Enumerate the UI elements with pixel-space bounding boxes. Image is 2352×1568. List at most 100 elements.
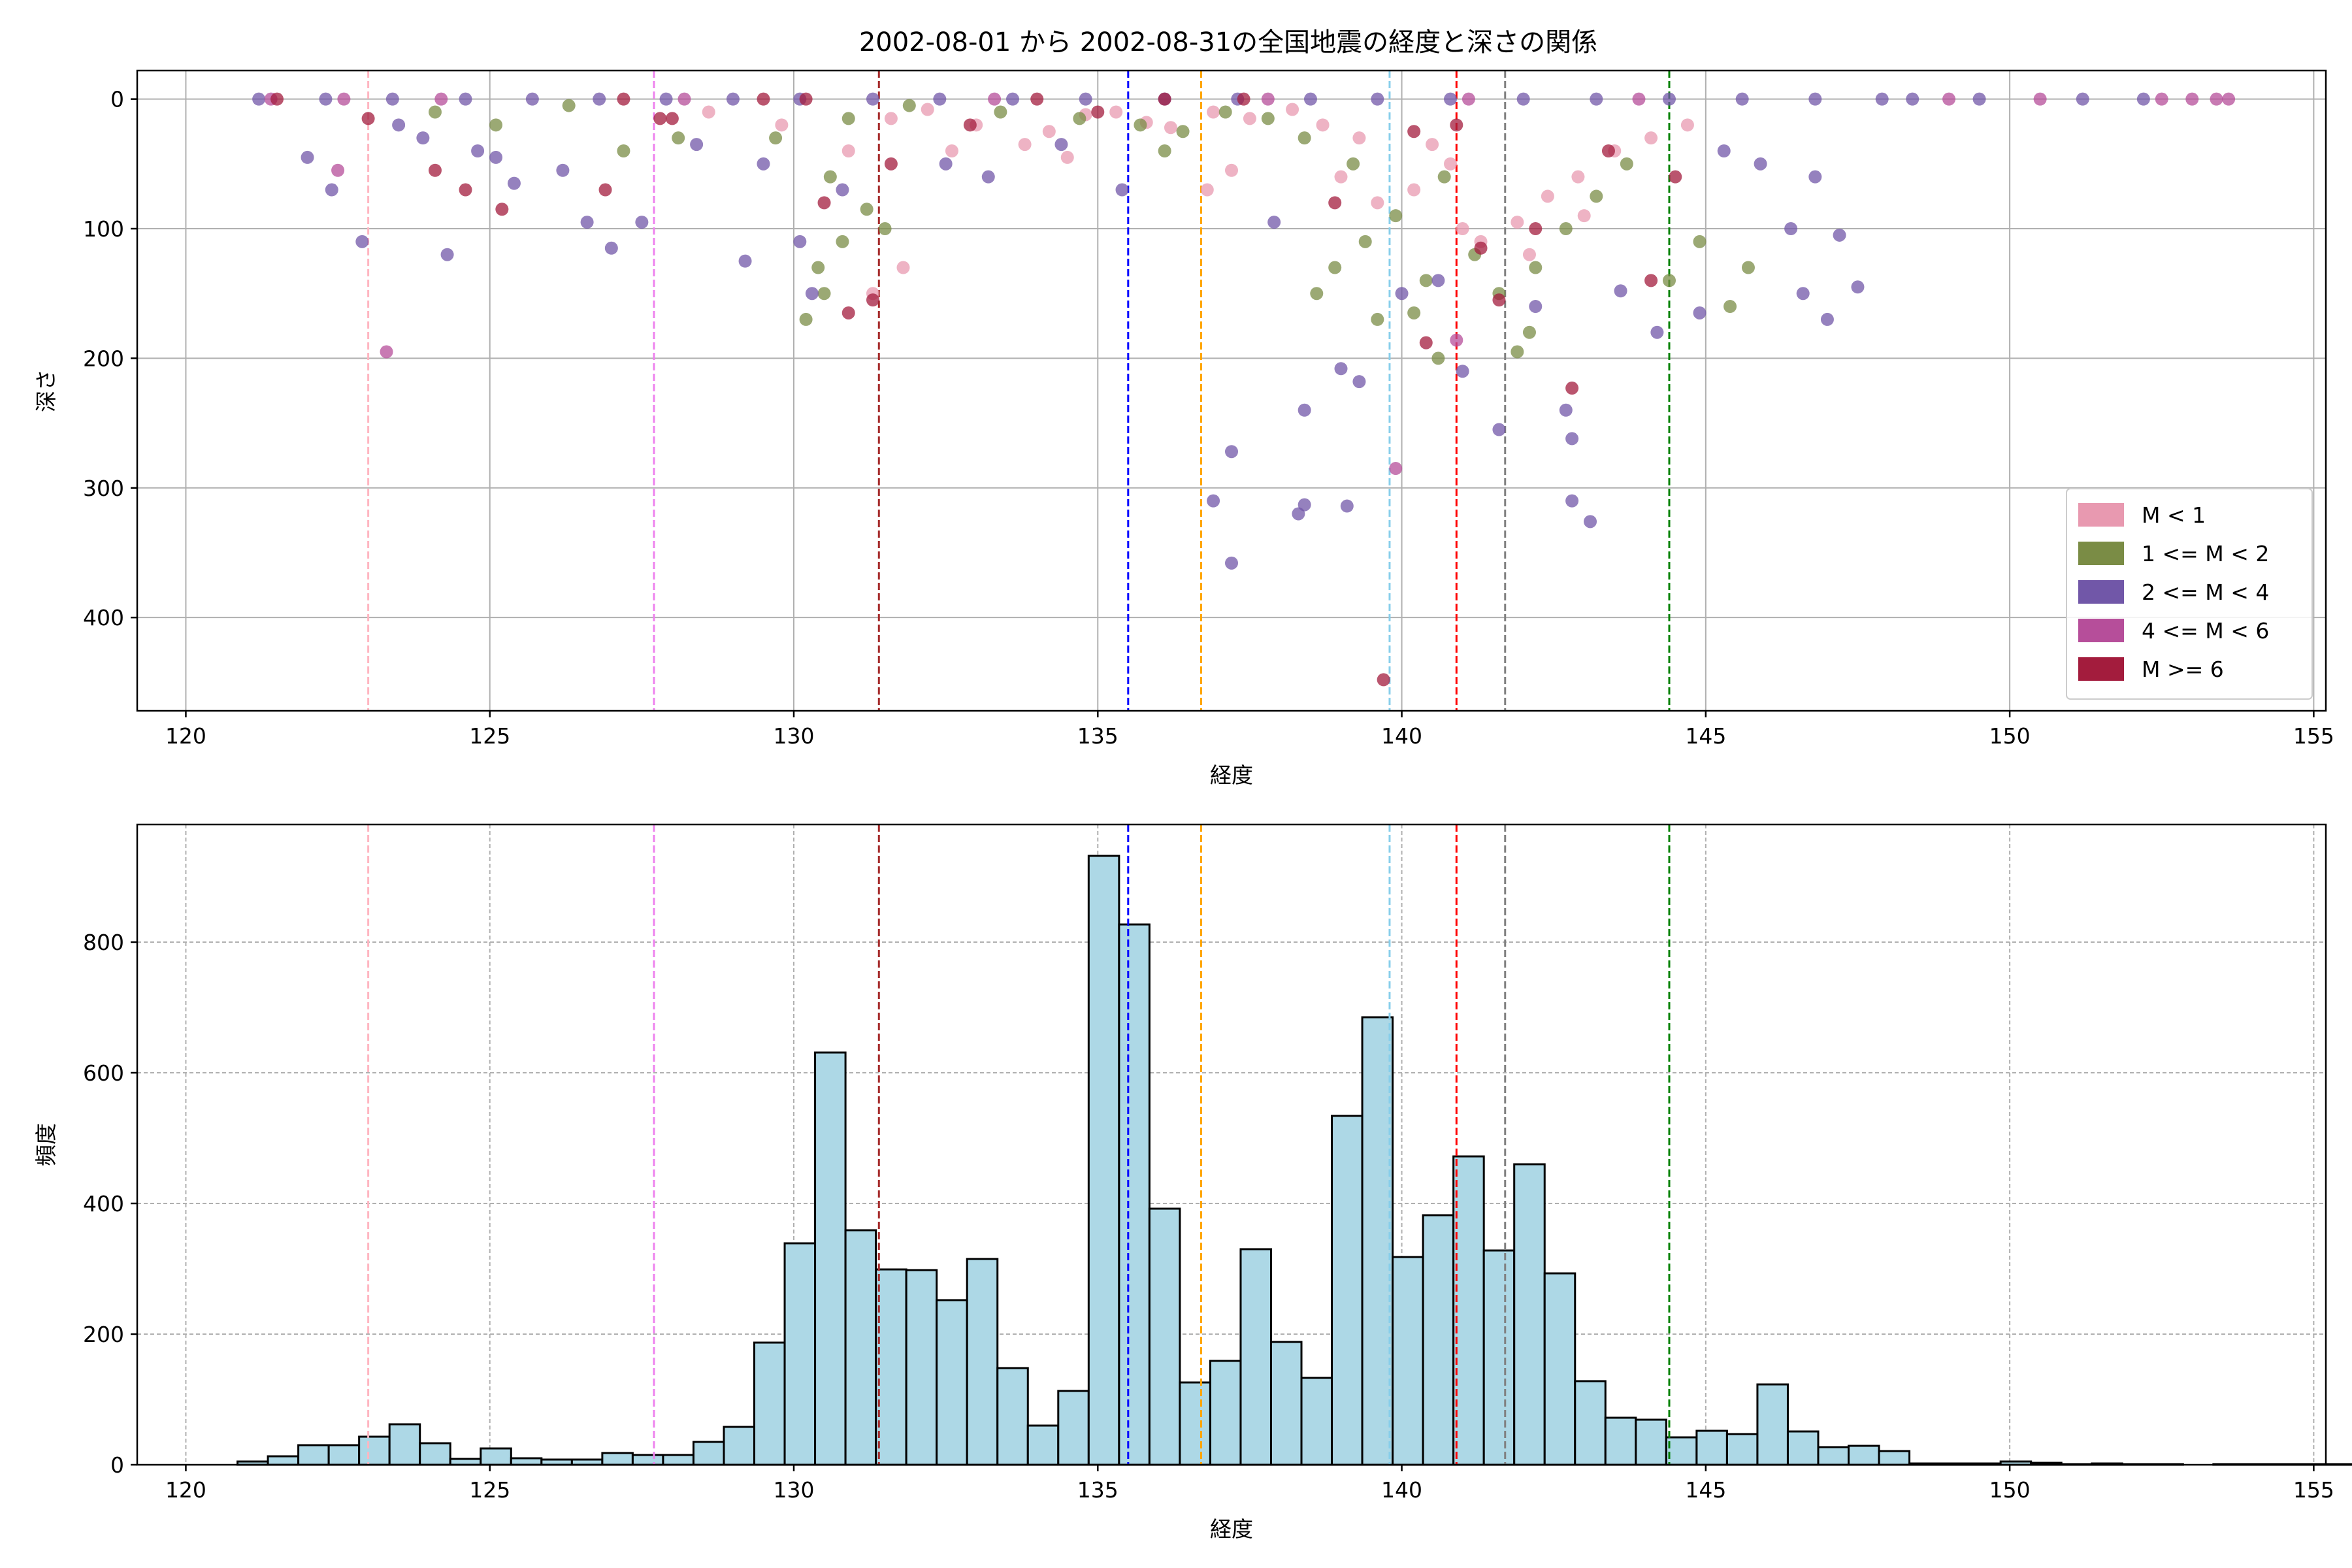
x-tick-label: 130	[774, 1477, 815, 1503]
y-tick-label: 0	[110, 87, 124, 112]
scatter-point	[1529, 261, 1543, 274]
scatter-point	[1851, 280, 1865, 294]
histogram-bar	[1574, 1380, 1607, 1466]
scatter-point	[860, 203, 874, 216]
scatter-point	[1389, 462, 1403, 476]
histogram-bar	[1513, 1163, 1546, 1466]
scatter-point	[1303, 92, 1317, 106]
scatter-point	[1395, 287, 1409, 301]
histogram-bar	[1361, 1016, 1394, 1466]
scatter-point	[1680, 118, 1694, 132]
scatter-point	[1808, 92, 1822, 106]
histogram-xlabel: 経度	[1210, 1516, 1253, 1542]
scatter-ticks: 120 125 130 135 140 145 150 155 0 100 200 300 400	[83, 87, 2334, 749]
scatter-point	[1225, 445, 1238, 459]
scatter-point	[301, 150, 314, 164]
scatter-point	[793, 235, 807, 248]
scatter-point	[489, 118, 503, 132]
scatter-point	[1298, 498, 1311, 512]
scatter-point	[617, 92, 630, 106]
scatter-point	[1158, 92, 1171, 106]
scatter-point	[841, 306, 855, 319]
histogram-bar	[1635, 1418, 1667, 1466]
scatter-point	[799, 312, 813, 326]
x-tick-label: 130	[774, 723, 815, 749]
histogram-bar	[388, 1423, 421, 1466]
scatter-xlabel: 経度	[1210, 762, 1253, 788]
scatter-point	[1450, 333, 1463, 347]
histogram-bar	[1848, 1445, 1880, 1466]
scatter-point	[1334, 170, 1348, 184]
scatter-point	[1444, 92, 1457, 106]
scatter-panel: 120 125 130 135 140 145 150 155 0 100 200 300 400 経度…	[33, 69, 2334, 788]
legend-swatch	[2078, 542, 2124, 565]
scatter-point	[1419, 274, 1433, 287]
scatter-point	[653, 112, 667, 125]
scatter-point	[1407, 306, 1421, 319]
scatter-point	[1450, 118, 1463, 132]
scatter-point	[988, 92, 1002, 106]
scatter-point	[1371, 92, 1384, 106]
scatter-point	[659, 92, 673, 106]
histogram-bar	[1756, 1383, 1789, 1466]
scatter-point	[1334, 362, 1348, 376]
scatter-point	[1352, 131, 1366, 145]
scatter-point	[635, 216, 649, 229]
scatter-point	[1620, 157, 1633, 171]
histogram-bar	[783, 1242, 817, 1466]
histogram-bar	[1665, 1436, 1698, 1466]
histogram-bar	[1087, 855, 1120, 1466]
scatter-point	[2222, 92, 2236, 106]
scatter-point	[1328, 196, 1342, 210]
legend: M < 1 1 <= M < 2 2 <= M < 4 4 <= M < 6 M >= …	[2066, 488, 2313, 700]
scatter-point	[1754, 157, 1767, 171]
scatter-point	[1820, 312, 1834, 326]
histogram-bar	[1786, 1430, 1820, 1466]
legend-box	[2066, 488, 2313, 700]
histogram-bar	[692, 1441, 725, 1466]
x-tick-label: 150	[1989, 1477, 2031, 1503]
scatter-point	[817, 287, 831, 301]
scatter-point	[1590, 189, 1603, 203]
scatter-point	[1650, 325, 1664, 339]
scatter-point	[811, 261, 825, 274]
y-tick-label: 200	[83, 1322, 124, 1347]
scatter-point	[1565, 494, 1579, 508]
scatter-point	[1717, 144, 1731, 157]
scatter-point	[836, 183, 849, 197]
x-tick-label: 155	[2293, 723, 2334, 749]
scatter-point	[593, 92, 606, 106]
histogram-bar	[936, 1299, 968, 1466]
scatter-point	[1261, 112, 1275, 125]
scatter-point	[319, 92, 333, 106]
histogram-bar	[905, 1269, 938, 1466]
scatter-point	[1073, 112, 1086, 125]
scatter-point	[416, 131, 430, 145]
scatter-point	[1109, 105, 1123, 119]
scatter-point	[1200, 183, 1214, 197]
scatter-point	[428, 163, 442, 177]
scatter-point	[2155, 92, 2168, 106]
scatter-point	[1054, 138, 1068, 152]
scatter-point	[604, 241, 618, 255]
scatter-point	[556, 163, 570, 177]
scatter-point	[1972, 92, 1986, 106]
histogram-bar	[1695, 1429, 1728, 1466]
scatter-point	[757, 92, 770, 106]
histogram-bar	[723, 1426, 756, 1466]
scatter-point	[1018, 138, 1032, 152]
scatter-point	[1735, 92, 1749, 106]
scatter-point	[702, 105, 715, 119]
scatter-point	[1225, 163, 1238, 177]
scatter-point	[1006, 92, 1019, 106]
scatter-point	[1091, 105, 1105, 119]
x-tick-label: 140	[1381, 723, 1422, 749]
y-tick-label: 300	[83, 476, 124, 501]
scatter-point	[817, 196, 831, 210]
scatter-point	[1474, 241, 1488, 255]
histogram-ticks: 120 125 130 135 140 145 150 155 0 200 400 600 800	[83, 930, 2334, 1503]
scatter-point	[1316, 118, 1330, 132]
scatter-point	[884, 157, 898, 171]
scatter-point	[1492, 293, 1506, 307]
scatter-point	[2185, 92, 2199, 106]
